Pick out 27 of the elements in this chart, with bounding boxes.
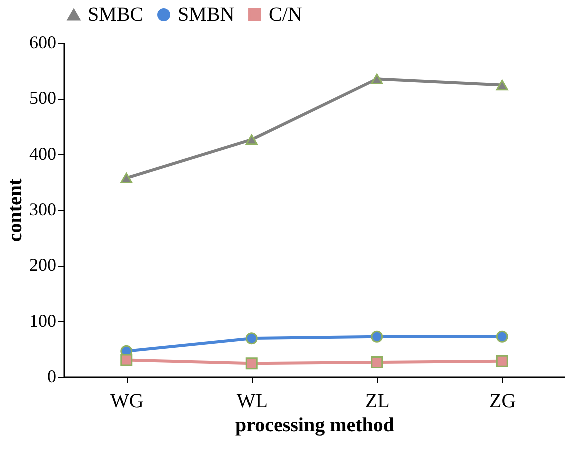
y-tick-label: 100: [30, 310, 56, 331]
point: [496, 80, 508, 91]
x-tick-label: WL: [236, 390, 268, 412]
point: [120, 172, 133, 184]
legend-label: C/N: [269, 4, 302, 26]
point: [496, 330, 508, 343]
point: [246, 358, 258, 370]
point: [246, 332, 258, 345]
y-tick-label: 400: [30, 144, 56, 164]
y-tick-label: 200: [30, 255, 56, 276]
y-tick-label: 300: [30, 200, 56, 220]
y-tick-label: 0: [48, 366, 56, 386]
point: [496, 355, 508, 368]
point: [120, 354, 133, 366]
x-tick-label: WG: [110, 390, 144, 412]
legend-label: SMBC: [88, 4, 144, 26]
x-axis-title: processing method: [235, 414, 395, 436]
x-tick-label: ZL: [365, 390, 390, 412]
x-tick-label: ZG: [490, 390, 516, 412]
point: [371, 356, 384, 369]
y-tick-label: 500: [30, 88, 56, 108]
y-tick-label: 600: [30, 32, 56, 52]
point: [371, 74, 384, 84]
point: [371, 330, 384, 343]
y-axis-title: content: [4, 178, 26, 242]
point: [246, 134, 258, 146]
legend-label: SMBN: [178, 4, 235, 26]
